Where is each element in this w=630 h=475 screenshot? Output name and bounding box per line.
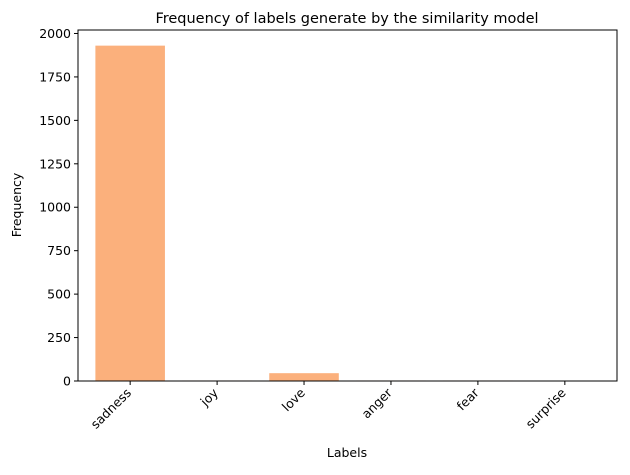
y-tick-label: 1500 [39, 113, 71, 128]
y-axis: 0 250 500 750 1000 1250 1500 1750 2000 [39, 26, 78, 389]
x-tick-label-sadness: sadness [88, 385, 134, 431]
y-tick-label: 0 [63, 374, 71, 389]
bars-group [95, 46, 599, 381]
y-tick-label: 250 [47, 330, 71, 345]
x-tick-label-joy: joy [197, 385, 222, 410]
y-tick-label: 750 [47, 243, 71, 258]
y-tick-label: 1000 [39, 200, 71, 215]
y-tick-label: 500 [47, 287, 71, 302]
x-tick-label-anger: anger [359, 385, 396, 422]
chart-title: Frequency of labels generate by the simi… [155, 11, 538, 27]
y-axis-label: Frequency [9, 172, 24, 237]
x-tick-label-surprise: surprise [523, 385, 569, 431]
bar-love [269, 373, 339, 381]
x-tick-label-love: love [279, 385, 308, 414]
y-tick-label: 1250 [39, 156, 71, 171]
y-tick-label: 2000 [39, 26, 71, 41]
x-axis: sadness joy love anger fear surprise [88, 381, 569, 432]
y-tick-label: 1750 [39, 69, 71, 84]
x-tick-label-fear: fear [454, 384, 483, 413]
x-axis-label: Labels [327, 445, 367, 460]
bar-sadness [95, 46, 165, 381]
